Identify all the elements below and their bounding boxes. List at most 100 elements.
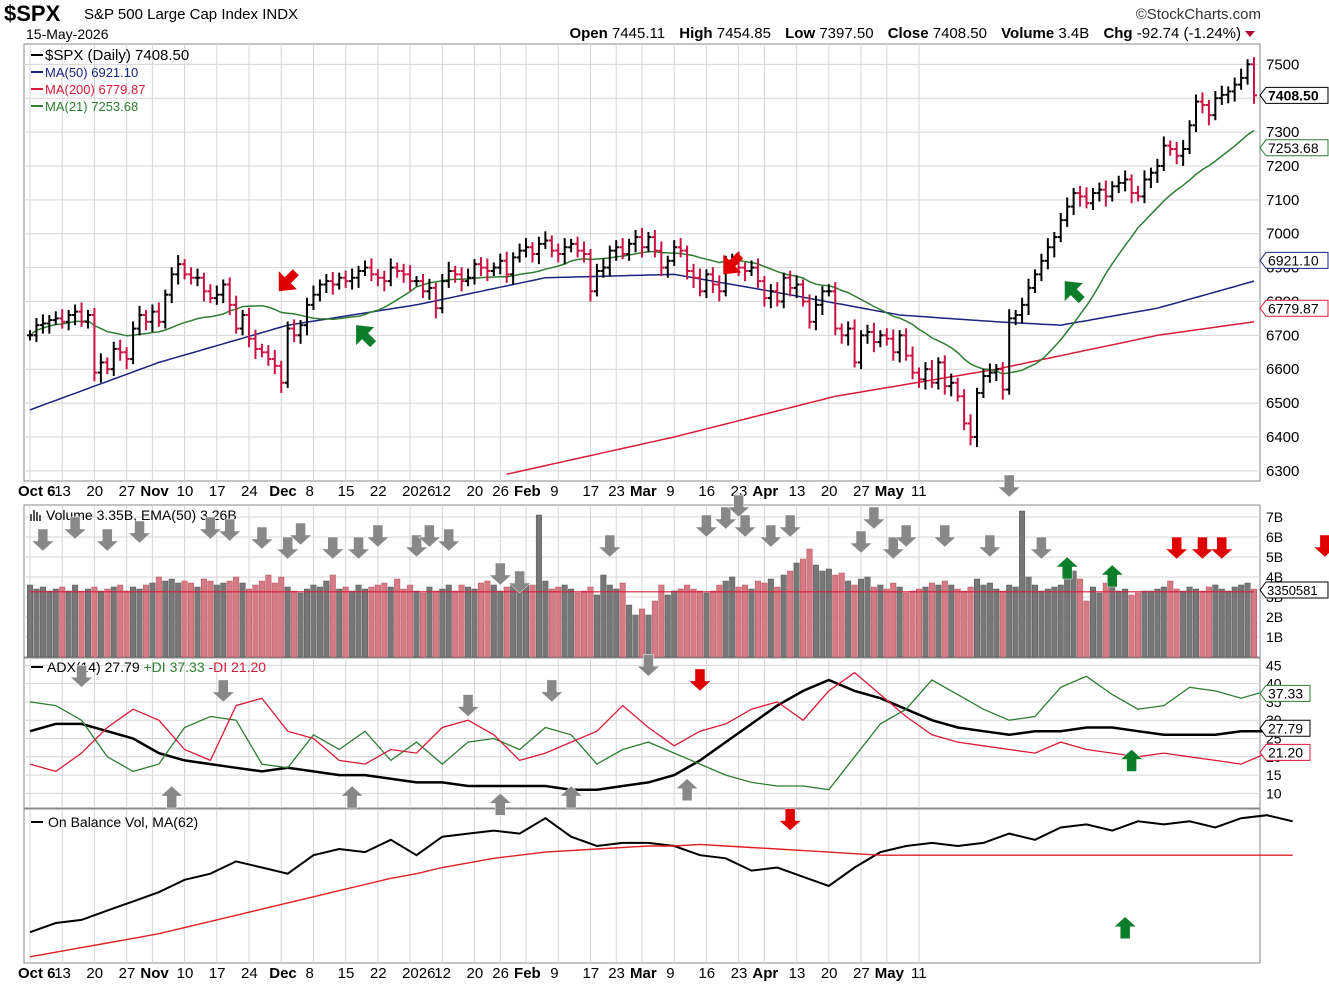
volume-bar <box>864 576 871 658</box>
price-bar <box>445 261 452 288</box>
price-bar <box>1167 140 1174 156</box>
price-bar <box>787 270 794 297</box>
arrow-down-icon <box>540 679 564 703</box>
volume-bar <box>1064 576 1071 658</box>
price-bar <box>851 319 858 368</box>
volume-bar <box>664 594 671 658</box>
price-bar <box>639 227 645 258</box>
volume-bar <box>445 584 452 658</box>
volume-bar <box>832 574 839 658</box>
price-bar <box>291 319 298 343</box>
adx-legend-item: -DI 21.20 <box>209 659 267 675</box>
volume-bar <box>304 588 310 658</box>
price-bar <box>220 279 227 304</box>
x-axis-label: Feb <box>514 483 541 500</box>
volume-bar <box>419 592 426 658</box>
volume-bar <box>123 590 130 658</box>
volume-bar <box>722 580 729 658</box>
volume-bar <box>619 582 626 658</box>
volume-bar <box>645 614 652 658</box>
volume-bar <box>452 590 459 658</box>
price-bar <box>252 329 259 360</box>
price-bar <box>1064 197 1071 227</box>
price-bar <box>516 243 523 263</box>
volume-bar <box>980 584 987 658</box>
price-bar <box>1083 187 1090 209</box>
buy-signal-icon <box>1064 281 1085 304</box>
price-bar <box>993 364 1000 382</box>
price-bar <box>774 282 781 307</box>
volume-tick-label: 5B <box>1266 549 1283 565</box>
price-bar <box>838 323 845 344</box>
volume-bar <box>175 582 182 658</box>
volume-bar <box>1115 590 1122 658</box>
volume-bar <box>110 586 117 658</box>
change-label: Chg <box>1103 25 1133 42</box>
price-bar <box>490 262 497 277</box>
price-tick-label: 7000 <box>1266 226 1299 243</box>
price-bar <box>1006 309 1013 395</box>
volume-bar <box>806 548 813 658</box>
volume-value: 3.4B <box>1058 25 1090 42</box>
x-axis-label: 20 <box>86 965 103 982</box>
x-axis-label: 27 <box>119 483 136 500</box>
x-axis-label: Dec <box>269 483 297 500</box>
price-bar <box>200 272 207 302</box>
x-axis-label: 12 <box>434 483 451 500</box>
price-bar <box>529 242 536 263</box>
volume-bar <box>703 592 710 658</box>
volume-bar <box>1057 584 1064 658</box>
price-bar <box>1102 180 1109 207</box>
volume-bar <box>130 586 137 658</box>
price-bar <box>916 367 923 388</box>
x-axis-label: 9 <box>666 483 674 500</box>
price-bar <box>716 275 723 302</box>
price-bar <box>419 274 426 299</box>
volume-bar <box>1160 586 1167 658</box>
volume-bar <box>72 584 79 658</box>
price-bar <box>1122 170 1129 192</box>
price-value-tag-label: 7408.50 <box>1268 87 1319 103</box>
volume-bar <box>458 584 465 658</box>
volume-bar <box>574 592 581 658</box>
volume-bar <box>1173 588 1180 658</box>
price-bar <box>233 295 240 334</box>
price-bar <box>593 263 600 297</box>
volume-bar <box>1186 586 1193 658</box>
open-value: 7445.11 <box>611 25 666 42</box>
volume-bar <box>477 582 484 658</box>
volume-bar <box>787 570 794 658</box>
price-bar <box>806 294 813 329</box>
volume-bar <box>587 586 594 658</box>
volume-bar <box>33 588 40 658</box>
sell-signal-icon <box>278 269 299 292</box>
x-axis-label: 20 <box>467 965 484 982</box>
price-bar <box>961 389 968 431</box>
volume-bar <box>1038 590 1045 658</box>
arrow-down-icon <box>417 524 442 548</box>
price-value-tag <box>1259 299 1329 317</box>
volume-bar <box>181 580 188 658</box>
volume-bar <box>909 590 916 658</box>
volume-bar <box>465 586 472 658</box>
price-bar <box>684 245 691 280</box>
volume-bar <box>484 580 491 658</box>
price-bar <box>1205 99 1212 126</box>
price-bar <box>928 360 935 388</box>
x-axis-label: 17 <box>209 965 226 982</box>
price-bar <box>1038 253 1045 282</box>
price-bar <box>1218 85 1225 105</box>
volume-bar <box>626 604 633 658</box>
volume-bar <box>974 578 980 658</box>
x-axis-label: Oct 6 <box>18 965 56 982</box>
x-axis-label: May <box>875 965 905 982</box>
price-bar <box>825 284 832 297</box>
x-axis-label: 9 <box>550 965 558 982</box>
price-bar <box>497 253 504 275</box>
volume-bar <box>400 588 407 658</box>
price-bar <box>1154 158 1161 183</box>
exchange-label: INDX <box>262 6 299 23</box>
volume-bar <box>503 586 510 658</box>
price-bar <box>903 328 910 361</box>
